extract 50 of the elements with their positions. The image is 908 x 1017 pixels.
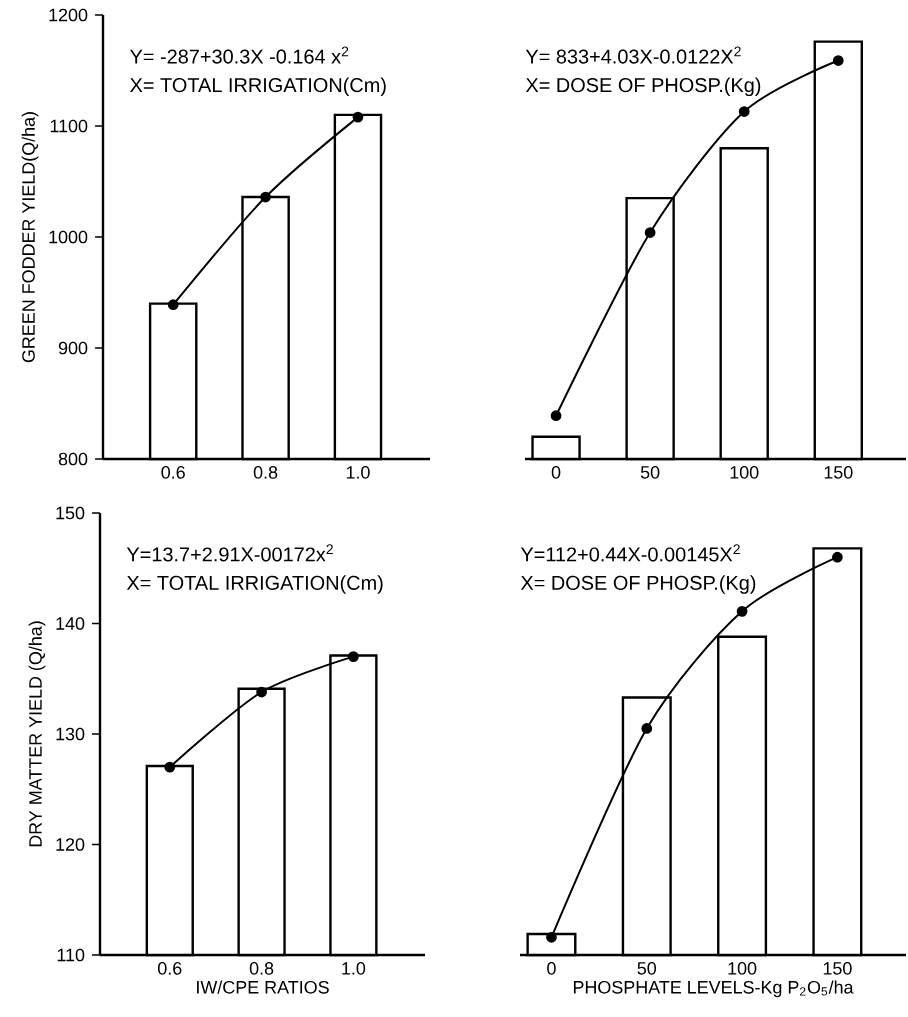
point xyxy=(348,651,359,663)
y-tick-label: 1000 xyxy=(49,230,88,244)
point xyxy=(641,723,653,734)
annotation: Y=112+0.44X-0.00145X$^{2}$ xyxy=(520,544,740,562)
point xyxy=(644,227,656,238)
annotation: X= DOSE OF PHOSP.(Kg) xyxy=(525,77,761,97)
point xyxy=(736,605,748,617)
x-tick-label: 0 xyxy=(551,466,561,479)
x-axis-title: IW/CPE RATIOS xyxy=(197,980,329,994)
annotation: Y= -287+30.3X -0.164 x$^{2}$ xyxy=(130,46,349,64)
y-tick-label: 900 xyxy=(58,341,88,355)
y-axis-title: GREEN FODDER YIELD(Q/ha) xyxy=(21,112,39,363)
x-tick-label: 1.0 xyxy=(342,962,366,975)
point xyxy=(738,106,750,117)
x-tick-label: 0.8 xyxy=(253,466,278,479)
x-tick-label: 0.8 xyxy=(249,962,274,975)
annotation: X= DOSE OF PHOSP.(Kg) xyxy=(520,575,756,594)
x-tick-label: 50 xyxy=(637,962,657,975)
point xyxy=(832,551,843,563)
annotation: X= TOTAL IRRIGATION(Cm) xyxy=(130,77,386,97)
x-tick-label: 50 xyxy=(640,466,660,479)
x-tick-label: 1.0 xyxy=(346,466,370,479)
y-tick-label: 1200 xyxy=(49,8,88,22)
point xyxy=(546,931,557,943)
y-tick-label: 120 xyxy=(56,838,85,851)
x-tick-label: 0 xyxy=(547,962,556,975)
x-tick-label: 0.6 xyxy=(161,466,185,479)
point xyxy=(167,299,179,311)
point xyxy=(256,686,267,698)
x-tick-label: 0.6 xyxy=(158,962,182,975)
y-tick-label: 150 xyxy=(56,506,85,520)
x-tick-label: 150 xyxy=(824,466,853,479)
annotation: X= TOTAL IRRIGATION(Cm) xyxy=(126,575,383,594)
y-axis-title: DRY MATTER YIELD (Q/ha) xyxy=(28,621,46,847)
point xyxy=(260,191,271,203)
x-axis-title: PHOSPHATE LEVELS-Kg P$_{2}$O$_{5}$/ha xyxy=(573,980,854,998)
x-tick-label: 150 xyxy=(823,962,852,975)
y-tick-label: 110 xyxy=(57,948,85,962)
annotation: Y=13.7+2.91X-00172x$^{2}$ xyxy=(126,544,333,562)
point xyxy=(164,761,176,773)
y-tick-label: 130 xyxy=(56,727,85,741)
x-tick-label: 100 xyxy=(728,962,757,975)
y-tick-label: 140 xyxy=(56,617,85,630)
y-tick-label: 1100 xyxy=(50,119,88,133)
point xyxy=(352,111,364,123)
annotation: Y= 833+4.03X-0.0122X$^{2}$ xyxy=(525,46,741,64)
x-tick-label: 100 xyxy=(730,466,759,479)
point xyxy=(550,410,562,422)
y-tick-label: 800 xyxy=(58,452,88,466)
point xyxy=(832,55,844,66)
